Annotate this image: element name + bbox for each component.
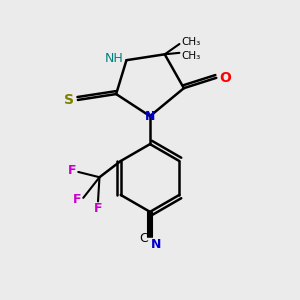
Text: CH₃: CH₃ xyxy=(181,51,200,61)
Text: C: C xyxy=(139,232,148,245)
Text: S: S xyxy=(64,93,74,107)
Text: N: N xyxy=(151,238,161,251)
Text: F: F xyxy=(68,164,76,177)
Text: NH: NH xyxy=(105,52,124,65)
Text: O: O xyxy=(219,71,231,85)
Text: N: N xyxy=(145,110,155,123)
Text: F: F xyxy=(73,193,81,206)
Text: F: F xyxy=(94,202,102,215)
Text: CH₃: CH₃ xyxy=(181,37,200,47)
